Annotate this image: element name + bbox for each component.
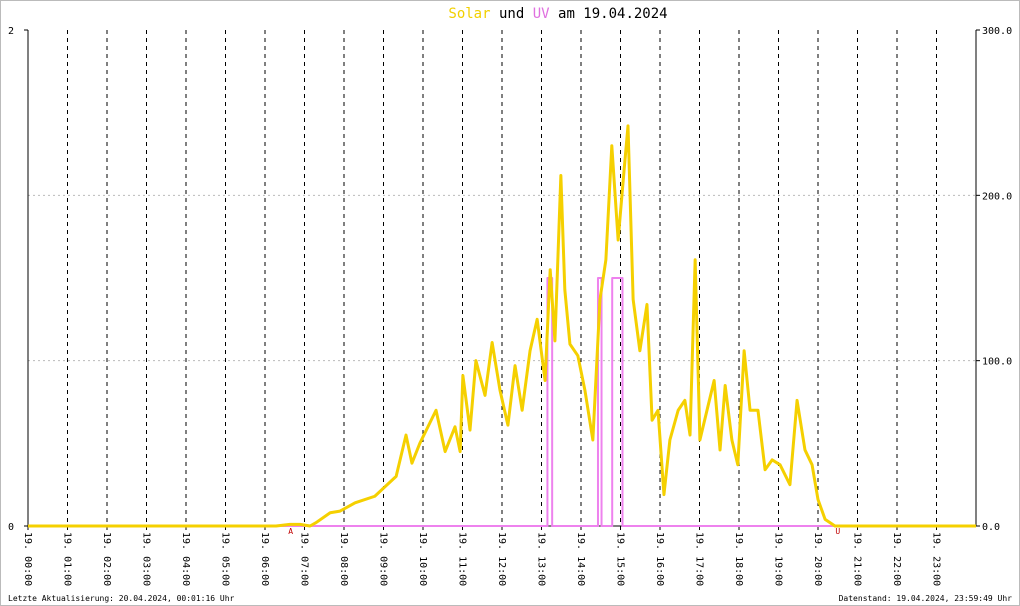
x-tick-label: 19. 09:00 <box>378 532 389 586</box>
y-tick-label: 0 <box>8 522 14 533</box>
x-tick-label: 19. 02:00 <box>101 532 112 586</box>
x-tick-label: 19. 10:00 <box>417 532 428 586</box>
footer-right: Datenstand: 19.04.2024, 23:59:49 Uhr <box>839 594 1013 603</box>
x-tick-label: 19. 17:00 <box>694 532 705 586</box>
line-uv <box>28 277 976 527</box>
y-tick-label: 2 <box>8 26 14 37</box>
x-tick-label: 19. 13:00 <box>536 532 547 586</box>
x-tick-label: 19. 23:00 <box>931 532 942 586</box>
x-tick-label: 19. 11:00 <box>457 532 468 586</box>
footer-left: Letzte Aktualisierung: 20.04.2024, 00:01… <box>8 594 235 603</box>
title-part: am 19.04.2024 <box>558 6 668 22</box>
x-tick-label: 19. 01:00 <box>62 532 73 586</box>
x-tick-label: 19. 15:00 <box>615 532 626 586</box>
chart-title: Solar und UV am 19.04.2024 <box>448 6 667 22</box>
annotation: U <box>835 527 840 536</box>
x-tick-label: 19. 14:00 <box>575 532 586 586</box>
x-tick-label: 19. 22:00 <box>891 532 902 586</box>
y2-tick-label: 200.0 <box>982 191 1012 202</box>
x-tick-label: 19. 21:00 <box>852 532 863 586</box>
x-tick-label: 19. 16:00 <box>654 532 665 586</box>
x-tick-label: 19. 19:00 <box>773 532 784 586</box>
x-tick-label: 19. 12:00 <box>496 532 507 586</box>
title-part: und <box>499 6 524 22</box>
x-tick-label: 19. 03:00 <box>141 532 152 586</box>
y2-tick-label: 0.0 <box>982 522 1000 533</box>
annotation: A <box>288 527 293 536</box>
x-tick-label: 19. 00:00 <box>22 532 33 586</box>
title-part: UV <box>533 6 550 22</box>
title-part: Solar <box>448 6 490 22</box>
y2-tick-label: 300.0 <box>982 26 1012 37</box>
x-tick-label: 19. 08:00 <box>338 532 349 586</box>
line-solar <box>28 124 976 528</box>
x-tick-label: 19. 04:00 <box>180 532 191 586</box>
x-tick-label: 19. 18:00 <box>733 532 744 586</box>
x-tick-label: 19. 05:00 <box>220 532 231 586</box>
y2-tick-label: 100.0 <box>982 357 1012 368</box>
x-tick-label: 19. 07:00 <box>299 532 310 586</box>
x-tick-label: 19. 20:00 <box>812 532 823 586</box>
x-tick-label: 19. 06:00 <box>259 532 270 586</box>
